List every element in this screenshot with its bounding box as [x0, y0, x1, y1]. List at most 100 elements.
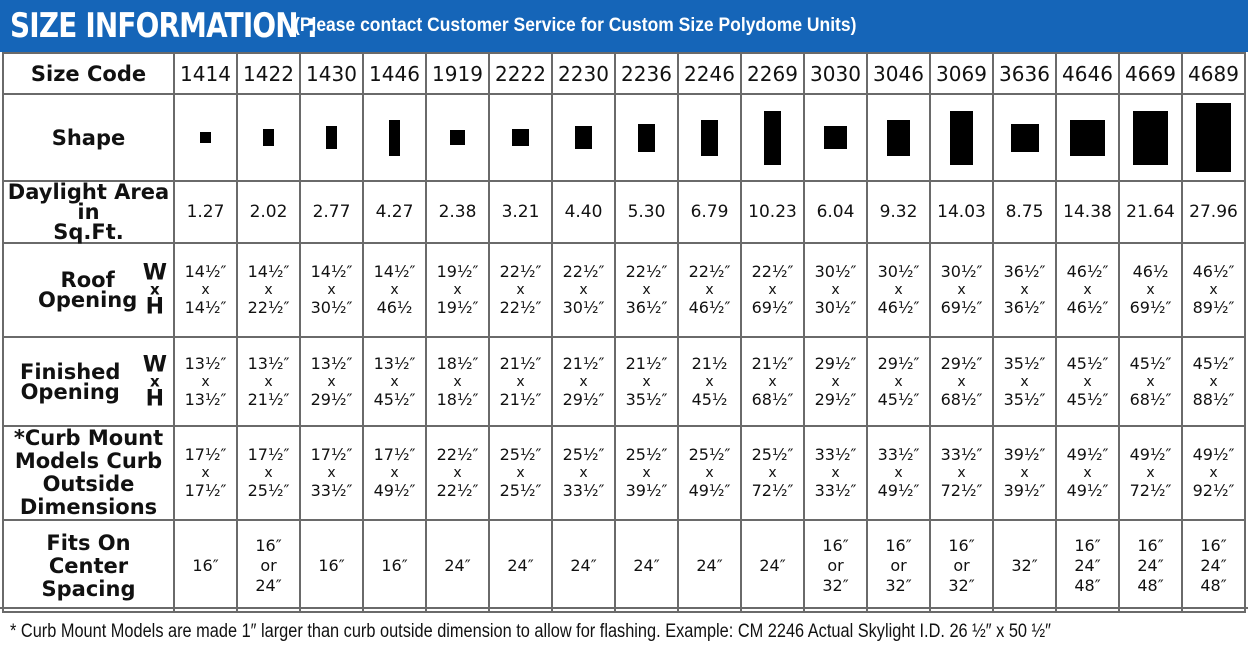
- shape-cell: [1118, 93, 1183, 182]
- finished-opening-value: 13½″ x 45½″: [362, 336, 427, 427]
- daylight-area-value: 5.30: [614, 180, 679, 244]
- daylight-area-value: 6.04: [803, 180, 868, 244]
- fits-spacing-value: 24″: [614, 519, 679, 613]
- finished-opening-value: 21½ x 45½: [677, 336, 742, 427]
- finished-opening-value: 21½″ x 68½″: [740, 336, 805, 427]
- skylight-shape-icon: [950, 110, 973, 165]
- finished-opening-value: 35½″ x 35½″: [992, 336, 1057, 427]
- size-code-3030: 3030: [803, 52, 868, 95]
- size-code-2246: 2246: [677, 52, 742, 95]
- daylight-area-label: Daylight Area in Sq.Ft.: [2, 180, 175, 244]
- size-code-1919: 1919: [425, 52, 490, 95]
- size-code-1422: 1422: [236, 52, 301, 95]
- fits-spacing-value: 16″: [362, 519, 427, 613]
- skylight-shape-icon: [701, 119, 718, 156]
- size-code-4669: 4669: [1118, 52, 1183, 95]
- daylight-area-value: 2.77: [299, 180, 364, 244]
- header-note: (Please contact Customer Service for Cus…: [294, 15, 857, 36]
- size-code-3046: 3046: [866, 52, 931, 95]
- footnote: * Curb Mount Models are made 1″ larger t…: [0, 607, 1248, 654]
- curb-dimensions-label: *Curb Mount Models Curb Outside Dimensions: [2, 425, 175, 521]
- skylight-shape-icon: [824, 126, 847, 149]
- finished-opening-value: 45½″ x 88½″: [1181, 336, 1246, 427]
- roof-opening-value: 22½″ x 30½″: [551, 242, 616, 338]
- size-code-2236: 2236: [614, 52, 679, 95]
- curb-dimension-value: 17½″ x 49½″: [362, 425, 427, 521]
- curb-dimension-value: 17½″ x 33½″: [299, 425, 364, 521]
- fits-spacing-value: 16″: [299, 519, 364, 613]
- roof-opening-value: 22½″ x 69½″: [740, 242, 805, 338]
- daylight-area-value: 8.75: [992, 180, 1057, 244]
- roof-opening-value: 19½″ x 19½″: [425, 242, 490, 338]
- shape-cell: [488, 93, 553, 182]
- curb-dimension-value: 33½″ x 49½″: [866, 425, 931, 521]
- shape-cell: [299, 93, 364, 182]
- skylight-shape-icon: [263, 129, 274, 146]
- skylight-shape-icon: [1010, 123, 1039, 152]
- fits-spacing-value: 24″: [551, 519, 616, 613]
- size-code-4646: 4646: [1055, 52, 1120, 95]
- shape-cell: [1055, 93, 1120, 182]
- fits-spacing-value: 16″ or 32″: [803, 519, 868, 613]
- finished-opening-value: 29½″ x 29½″: [803, 336, 868, 427]
- skylight-shape-icon: [1070, 119, 1105, 156]
- daylight-area-value: 3.21: [488, 180, 553, 244]
- fits-spacing-value: 24″: [488, 519, 553, 613]
- size-code-2222: 2222: [488, 52, 553, 95]
- fits-spacing-value: 32″: [992, 519, 1057, 613]
- fits-spacing-value: 16″ 24″ 48″: [1181, 519, 1246, 613]
- size-code-1414: 1414: [173, 52, 238, 95]
- fits-spacing-value: 24″: [740, 519, 805, 613]
- shape-cell: [425, 93, 490, 182]
- finished-opening-value: 13½″ x 13½″: [173, 336, 238, 427]
- skylight-shape-icon: [450, 130, 465, 145]
- finished-opening-value: 18½″ x 18½″: [425, 336, 490, 427]
- fits-spacing-value: 16″ 24″ 48″: [1118, 519, 1183, 613]
- shape-cell: [803, 93, 868, 182]
- shape-cell: [362, 93, 427, 182]
- daylight-area-value: 2.38: [425, 180, 490, 244]
- curb-dimension-value: 49½″ x 49½″: [1055, 425, 1120, 521]
- daylight-area-value: 4.40: [551, 180, 616, 244]
- finished-opening-value: 29½″ x 45½″: [866, 336, 931, 427]
- roof-opening-value: 36½″ x 36½″: [992, 242, 1057, 338]
- curb-dimension-value: 17½″ x 17½″: [173, 425, 238, 521]
- curb-dimension-value: 25½″ x 33½″: [551, 425, 616, 521]
- roof-opening-value: 22½″ x 22½″: [488, 242, 553, 338]
- skylight-shape-icon: [1196, 103, 1231, 172]
- skylight-shape-icon: [638, 123, 655, 152]
- fits-spacing-value: 24″: [677, 519, 742, 613]
- skylight-shape-icon: [887, 119, 910, 156]
- fits-spacing-value: 16″ or 24″: [236, 519, 301, 613]
- finished-opening-value: 29½″ x 68½″: [929, 336, 994, 427]
- daylight-area-value: 9.32: [866, 180, 931, 244]
- finished-opening-value: 45½″ x 45½″: [1055, 336, 1120, 427]
- roof-opening-value: 46½″ x 89½″: [1181, 242, 1246, 338]
- finished-opening-value: 45½″ x 68½″: [1118, 336, 1183, 427]
- daylight-area-value: 14.03: [929, 180, 994, 244]
- curb-dimension-value: 39½″ x 39½″: [992, 425, 1057, 521]
- roof-opening-value: 14½″ x 30½″: [299, 242, 364, 338]
- daylight-area-value: 21.64: [1118, 180, 1183, 244]
- roof-opening-value: 30½″ x 69½″: [929, 242, 994, 338]
- shape-cell: [677, 93, 742, 182]
- daylight-area-value: 4.27: [362, 180, 427, 244]
- size-table: Size Code 1414 1422 1430 1446 1919 2222 2230 22…: [2, 52, 1246, 613]
- curb-dimension-value: 33½″ x 33½″: [803, 425, 868, 521]
- finished-opening-value: 21½″ x 21½″: [488, 336, 553, 427]
- header-bar: SIZE INFORMATION : (Please contact Custo…: [0, 0, 1248, 52]
- daylight-area-value: 27.96: [1181, 180, 1246, 244]
- fits-spacing-value: 16″ or 32″: [866, 519, 931, 613]
- shape-cell: [173, 93, 238, 182]
- roof-opening-value: 14½″ x 14½″: [173, 242, 238, 338]
- size-code-3069: 3069: [929, 52, 994, 95]
- finished-opening-value: 13½″ x 21½″: [236, 336, 301, 427]
- size-code-1430: 1430: [299, 52, 364, 95]
- roof-opening-value: 22½″ x 46½″: [677, 242, 742, 338]
- shape-cell: [236, 93, 301, 182]
- roof-opening-value: 14½″ x 22½″: [236, 242, 301, 338]
- curb-dimension-value: 17½″ x 25½″: [236, 425, 301, 521]
- daylight-area-value: 14.38: [1055, 180, 1120, 244]
- curb-dimension-value: 25½″ x 39½″: [614, 425, 679, 521]
